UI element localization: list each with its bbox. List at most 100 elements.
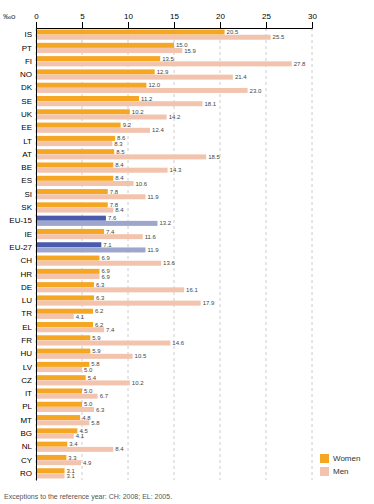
y-tick: HU — [20, 349, 32, 358]
data-label: 6.7 — [100, 393, 109, 399]
y-tick: LU — [22, 296, 32, 305]
bar — [36, 455, 66, 460]
y-tick-label: CH — [20, 256, 32, 265]
bar — [36, 216, 106, 221]
bar — [36, 362, 89, 367]
legend: WomenMen — [320, 454, 360, 476]
data-label: 12.9 — [157, 69, 169, 75]
bar — [36, 420, 89, 425]
x-tick-mark — [312, 22, 313, 28]
y-tick-label: IT — [25, 389, 32, 398]
bar — [36, 447, 113, 452]
y-tick: DK — [21, 83, 33, 92]
y-tick-label: IS — [24, 30, 32, 39]
y-tick: TR — [21, 309, 32, 318]
grid-line — [174, 28, 175, 480]
y-tick: EE — [21, 123, 32, 132]
grid-line — [312, 28, 313, 480]
bar — [36, 141, 112, 146]
data-label: 11.9 — [147, 247, 159, 253]
y-tick-label: NO — [20, 70, 32, 79]
bar — [36, 341, 170, 346]
x-tick-mark — [82, 22, 83, 28]
x-tick-mark — [220, 22, 221, 28]
data-label: 4.1 — [76, 433, 85, 439]
y-tick: MT — [20, 416, 32, 425]
data-label: 20.5 — [227, 29, 239, 35]
data-label: 8.4 — [115, 175, 124, 181]
y-tick-label: EL — [22, 323, 32, 332]
data-label: 17.9 — [203, 300, 215, 306]
data-label: 12.4 — [152, 127, 164, 133]
grid-line — [128, 28, 129, 480]
bar — [36, 242, 101, 247]
y-tick: EU-15 — [9, 216, 32, 225]
bar — [36, 75, 233, 80]
bar — [36, 434, 74, 439]
y-tick-label: SI — [24, 190, 32, 199]
grid-line — [36, 28, 37, 480]
bars — [36, 30, 292, 479]
x-tick-mark — [174, 22, 175, 28]
y-tick: AT — [22, 150, 32, 159]
data-label: 18.5 — [208, 154, 220, 160]
legend-item: Men — [320, 467, 349, 476]
y-tick-label: NL — [22, 442, 33, 451]
legend-label: Men — [333, 467, 349, 476]
bar — [36, 83, 146, 88]
y-tick-label: TR — [21, 309, 32, 318]
y-tick-label: RO — [20, 469, 32, 478]
y-tick: CH — [20, 256, 32, 265]
bar — [36, 88, 248, 93]
data-labels: 20.515.013.512.912.011.210.29.28.68.58.4… — [67, 29, 307, 479]
data-label: 6.3 — [96, 295, 105, 301]
data-label: 6.2 — [95, 322, 104, 328]
bar — [36, 388, 82, 393]
y-tick: LV — [23, 363, 33, 372]
bar — [36, 202, 108, 207]
y-tick: HR — [20, 270, 32, 279]
y-tick: NO — [20, 70, 32, 79]
grid-line — [82, 28, 83, 480]
y-tick-label: FI — [25, 57, 32, 66]
data-label: 4.9 — [83, 460, 92, 466]
data-label: 4.8 — [82, 415, 91, 421]
y-tick-label: LU — [22, 296, 32, 305]
data-label: 5.4 — [88, 375, 97, 381]
x-tick: 15 — [170, 12, 179, 28]
bar — [36, 287, 184, 292]
data-label: 10.2 — [132, 109, 144, 115]
x-tick-mark — [36, 22, 37, 28]
y-tick: PT — [22, 44, 32, 53]
data-label: 11.9 — [147, 194, 159, 200]
data-label: 7.4 — [106, 229, 115, 235]
data-label: 8.5 — [116, 149, 125, 155]
y-tick: CY — [21, 456, 33, 465]
data-label: 3.3 — [68, 455, 77, 461]
y-tick: IT — [25, 389, 32, 398]
bar — [36, 468, 65, 473]
y-tick-label: AT — [22, 150, 32, 159]
y-tick-label: BE — [21, 163, 32, 172]
bar — [36, 375, 86, 380]
data-label: 6.9 — [101, 255, 110, 261]
y-tick-label: CZ — [21, 376, 32, 385]
x-tick-label: 10 — [124, 12, 133, 21]
data-label: 5.9 — [92, 348, 101, 354]
data-label: 14.2 — [169, 114, 181, 120]
bar — [36, 335, 90, 340]
data-label: 15.9 — [184, 48, 196, 54]
bar — [36, 43, 174, 48]
data-label: 27.8 — [294, 61, 306, 67]
y-tick: DE — [21, 283, 32, 292]
bar — [36, 128, 150, 133]
bar — [36, 221, 157, 226]
bar — [36, 162, 113, 167]
data-label: 11.2 — [141, 96, 153, 102]
data-label: 16.1 — [186, 287, 198, 293]
bar — [36, 61, 292, 66]
x-tick-mark — [266, 22, 267, 28]
data-label: 14.6 — [172, 340, 184, 346]
x-tick: 20 — [216, 12, 225, 28]
bar — [36, 402, 82, 407]
